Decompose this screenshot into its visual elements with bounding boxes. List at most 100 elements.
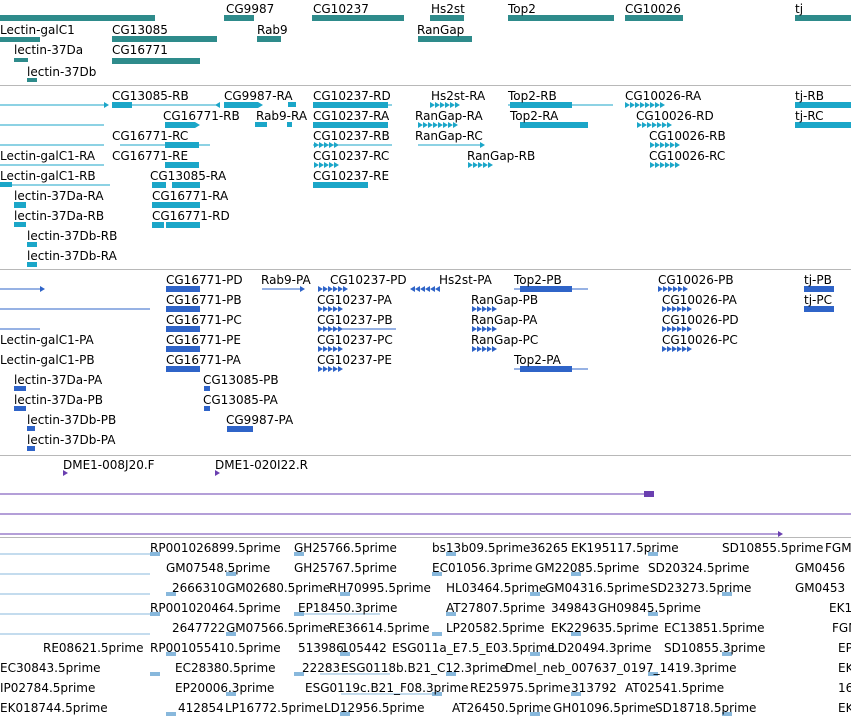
- est-label[interactable]: EK: [838, 661, 851, 675]
- est-label[interactable]: EK195117.5prime: [571, 541, 679, 555]
- gene-span[interactable]: [418, 36, 472, 42]
- est-hit[interactable]: [340, 712, 350, 716]
- est-hit[interactable]: [571, 632, 581, 636]
- protein-label[interactable]: CG9987-PA: [226, 413, 294, 427]
- feature-block[interactable]: [287, 122, 292, 127]
- feature-block[interactable]: [204, 386, 210, 391]
- est-label[interactable]: AT02541.5prime: [625, 681, 725, 695]
- feature-block[interactable]: [165, 122, 195, 128]
- est-label[interactable]: RP001020464.5prime: [150, 601, 281, 615]
- est-label[interactable]: RH70995.5prime: [329, 581, 431, 595]
- feature-block[interactable]: [14, 202, 26, 208]
- est-label[interactable]: GM02680.5prime: [226, 581, 331, 595]
- feature-block[interactable]: [14, 222, 26, 227]
- protein-label[interactable]: lectin-37Da-PA: [14, 373, 103, 387]
- est-label[interactable]: 2647722: [172, 621, 226, 635]
- transcript-label[interactable]: CG16771-RC: [112, 129, 189, 143]
- feature-block[interactable]: [152, 182, 166, 188]
- est-label[interactable]: IP02784.5prime: [0, 681, 96, 695]
- protein-label[interactable]: CG16771-PB: [166, 293, 242, 307]
- est-label[interactable]: 412854: [178, 701, 224, 715]
- est-label[interactable]: AT27807.5prime: [446, 601, 546, 615]
- protein-label[interactable]: tj-PC: [804, 293, 832, 307]
- est-label[interactable]: GH09845.5prime: [598, 601, 701, 615]
- est-label[interactable]: 513986: [298, 641, 344, 655]
- transcript-label[interactable]: Rab9-RA: [256, 109, 308, 123]
- gene-label[interactable]: Rab9: [257, 23, 288, 37]
- est-hit[interactable]: [446, 552, 456, 556]
- est-hit[interactable]: [722, 592, 732, 596]
- est-label[interactable]: EC13851.5prime: [664, 621, 765, 635]
- protein-label[interactable]: RanGap-PB: [471, 293, 539, 307]
- transcript-label[interactable]: CG10237-RA: [313, 109, 390, 123]
- feature-block[interactable]: [288, 102, 296, 107]
- gene-label[interactable]: CG9987: [226, 2, 275, 16]
- est-hit[interactable]: [648, 672, 658, 676]
- est-hit[interactable]: [226, 632, 236, 636]
- transcript-label[interactable]: lectin-37Db-RA: [27, 249, 117, 263]
- transcript-label[interactable]: Hs2st-RA: [431, 89, 486, 103]
- transcript-label[interactable]: CG16771-RB: [163, 109, 240, 123]
- protein-label[interactable]: RanGap-PA: [471, 313, 538, 327]
- est-label[interactable]: 16: [838, 681, 851, 695]
- est-hit[interactable]: [150, 552, 160, 556]
- protein-label[interactable]: CG10026-PB: [658, 273, 734, 287]
- transcript-label[interactable]: CG10237-RB: [313, 129, 390, 143]
- protein-label[interactable]: CG13085-PB: [203, 373, 279, 387]
- est-hit[interactable]: [722, 712, 732, 716]
- est-label[interactable]: LD12956.5prime: [324, 701, 425, 715]
- est-label[interactable]: GM07566.5prime: [226, 621, 331, 635]
- est-label[interactable]: 313792: [571, 681, 617, 695]
- feature-block[interactable]: [804, 306, 834, 312]
- est-label[interactable]: EK: [838, 701, 851, 715]
- protein-label[interactable]: CG10237-PB: [317, 313, 393, 327]
- est-hit[interactable]: [166, 592, 176, 596]
- gene-span[interactable]: [795, 15, 851, 21]
- gene-label[interactable]: CG10026: [625, 2, 681, 16]
- feature-block[interactable]: [166, 326, 200, 332]
- protein-label[interactable]: CG16771-PA: [166, 353, 241, 367]
- feature-block[interactable]: [255, 122, 267, 127]
- protein-label[interactable]: tj-PB: [804, 273, 832, 287]
- feature-block[interactable]: [224, 102, 258, 108]
- transcript-label[interactable]: RanGap-RC: [415, 129, 483, 143]
- est-label[interactable]: EC01056.3prime: [432, 561, 533, 575]
- est-label[interactable]: GM07548.5prime: [166, 561, 271, 575]
- feature-block[interactable]: [520, 122, 588, 128]
- est-hit[interactable]: [648, 552, 658, 556]
- gene-span[interactable]: [224, 15, 254, 21]
- feature-block[interactable]: [313, 122, 388, 128]
- transcript-label[interactable]: Top2-RB: [508, 89, 557, 103]
- protein-label[interactable]: CG13085-PA: [203, 393, 278, 407]
- est-hit[interactable]: [530, 712, 540, 716]
- est-label[interactable]: SD10855.3prime: [664, 641, 766, 655]
- gene-label[interactable]: Hs2st: [431, 2, 465, 16]
- est-label[interactable]: EK229635.5prime: [551, 621, 659, 635]
- gene-span[interactable]: [0, 37, 40, 42]
- transcript-label[interactable]: CG13085-RA: [150, 169, 227, 183]
- est-label[interactable]: 22283: [302, 661, 341, 675]
- gene-span[interactable]: [508, 15, 614, 21]
- est-label[interactable]: SD10855.5prime: [722, 541, 824, 555]
- feature-block[interactable]: [166, 222, 200, 228]
- protein-label[interactable]: CG16771-PC: [166, 313, 242, 327]
- gene-span[interactable]: [312, 15, 404, 21]
- gene-label[interactable]: RanGap: [417, 23, 465, 37]
- cdna-label[interactable]: DME1-008J20.F: [63, 458, 155, 472]
- est-hit[interactable]: [432, 572, 442, 576]
- feature-block[interactable]: [166, 366, 200, 372]
- est-hit[interactable]: [722, 652, 732, 656]
- feature-block[interactable]: [27, 446, 35, 451]
- feature-block[interactable]: [795, 122, 851, 128]
- gene-span[interactable]: [112, 58, 200, 64]
- est-label[interactable]: LP16772.5prime: [225, 701, 324, 715]
- protein-label[interactable]: CG10026-PA: [662, 293, 737, 307]
- protein-label[interactable]: CG16771-PE: [166, 333, 241, 347]
- est-hit[interactable]: [571, 692, 581, 696]
- feature-block[interactable]: [795, 102, 851, 108]
- feature-block[interactable]: [152, 222, 164, 228]
- est-hit[interactable]: [340, 592, 350, 596]
- est-label[interactable]: EC30843.5prime: [0, 661, 101, 675]
